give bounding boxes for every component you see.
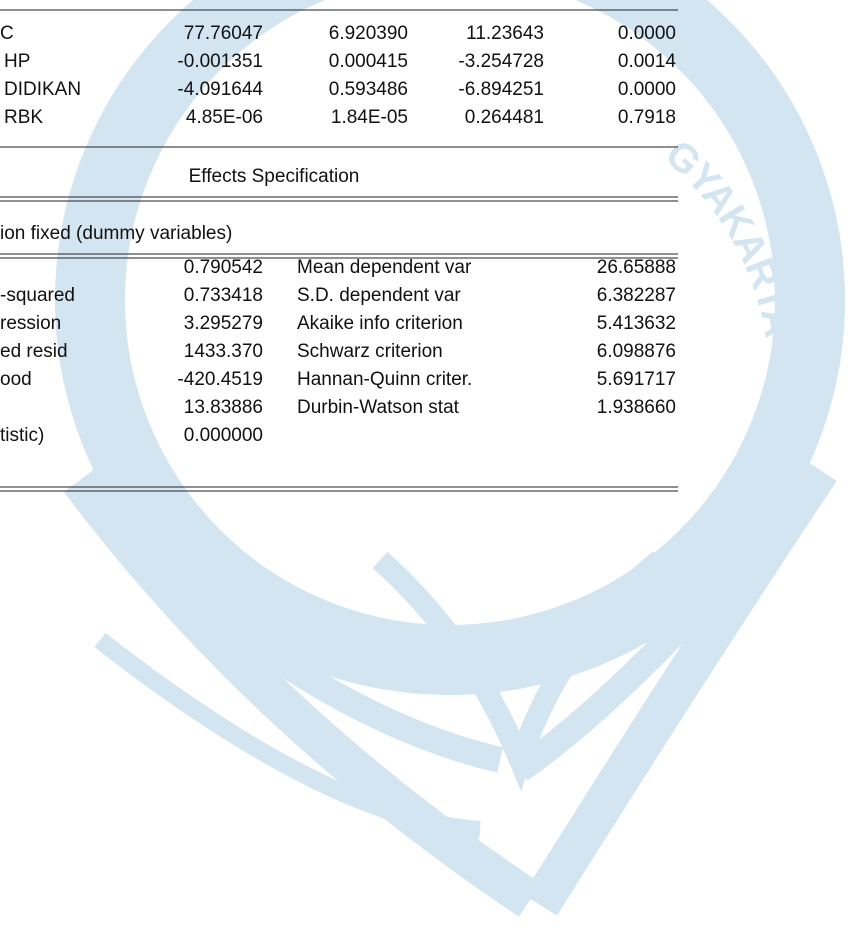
variable-name: DIDIKAN [4, 79, 81, 100]
coefficient-cell: -4.091644 [177, 79, 263, 100]
variable-name: C [0, 23, 14, 44]
stat-value: 0.000000 [184, 425, 263, 446]
stat-label: ood [0, 369, 32, 390]
watermark-wing [512, 531, 770, 781]
watermark-wing [94, 632, 481, 839]
coefficient-cell: 6.920390 [329, 23, 408, 44]
coefficient-cell: 0.593486 [329, 79, 408, 100]
stat-value: 26.65888 [597, 257, 676, 278]
coefficient-cell: 0.0014 [618, 51, 677, 72]
coefficient-cell: 77.76047 [184, 23, 263, 44]
stat-value: 1433.370 [184, 341, 263, 362]
watermark: GYAKARTA [55, 0, 845, 917]
stat-value: -420.4519 [177, 369, 263, 390]
stat-label: ression [0, 313, 61, 334]
stat-label: S.D. dependent var [297, 285, 461, 306]
stat-label: tistic) [0, 425, 44, 446]
coefficient-cell: -3.254728 [458, 51, 544, 72]
variable-name: RBK [4, 107, 43, 128]
stat-value: 13.83886 [184, 397, 263, 418]
effects-note: ion fixed (dummy variables) [0, 223, 232, 244]
coefficient-cell: -0.001351 [177, 51, 263, 72]
table: Effects Specification ion fixed (dummy v… [0, 9, 678, 492]
coefficient-cell: 4.85E-06 [186, 107, 263, 128]
variable-name: HP [4, 51, 30, 72]
watermark-heart [372, 551, 667, 792]
coefficient-cell: 0.0000 [618, 79, 676, 100]
stat-value: 5.691717 [597, 369, 676, 390]
stat-value: 5.413632 [597, 313, 676, 334]
coefficient-cell: -6.894251 [458, 79, 544, 100]
watermark-wing [523, 458, 837, 916]
coefficient-cell: 0.000415 [329, 51, 408, 72]
watermark-wing [64, 467, 542, 917]
stat-label: Schwarz criterion [297, 341, 443, 362]
stat-label: Durbin-Watson stat [297, 397, 460, 418]
stat-label: Mean dependent var [297, 257, 472, 278]
coefficient-cell: 0.7918 [618, 107, 676, 128]
stat-label: ed resid [0, 341, 68, 362]
watermark-wing [141, 550, 503, 773]
coefficient-cell: 11.23643 [466, 23, 544, 44]
stat-value: 0.790542 [184, 257, 263, 278]
stat-value: 6.382287 [597, 285, 676, 306]
stat-value: 6.098876 [597, 341, 676, 362]
stat-value: 3.295279 [184, 313, 263, 334]
stat-value: 1.938660 [597, 397, 676, 418]
stat-label: Akaike info criterion [297, 313, 463, 334]
coefficient-cell: 0.0000 [618, 23, 676, 44]
stat-label: -squared [0, 285, 75, 306]
stat-label: Hannan-Quinn criter. [297, 369, 472, 390]
stat-value: 0.733418 [184, 285, 263, 306]
coefficient-cell: 1.84E-05 [331, 107, 408, 128]
effects-heading: Effects Specification [189, 166, 360, 187]
watermark-ring [55, 0, 845, 695]
coefficient-cell: 0.264481 [465, 107, 544, 128]
